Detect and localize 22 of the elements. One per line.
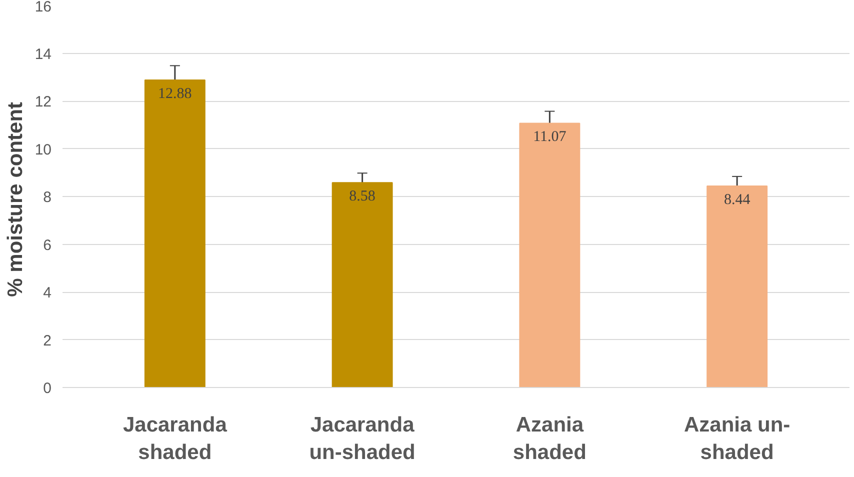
bar: [519, 122, 580, 388]
x-tick-label: Jacaranda shaded: [122, 414, 228, 464]
x-tick-label: Azania un-shaded: [684, 414, 790, 464]
y-tick-label: 2: [43, 332, 52, 350]
x-tick-label: Azania shaded: [512, 414, 586, 464]
y-axis-title: % moisture content: [4, 102, 27, 297]
y-tick-label: 8: [43, 189, 52, 206]
data-label: 8.44: [724, 192, 751, 208]
x-tick-label: Jacaranda un-shaded: [309, 414, 416, 464]
y-tick-label: 12: [34, 94, 52, 110]
data-label: 8.58: [349, 188, 376, 205]
bar: [706, 185, 768, 388]
y-tick-label: 14: [34, 46, 52, 63]
bar: [144, 79, 206, 388]
data-label: 11.07: [533, 129, 567, 146]
y-tick-label: 4: [43, 284, 52, 302]
data-label: 12.88: [158, 86, 192, 102]
y-tick-label: 6: [43, 236, 52, 254]
y-tick-label: 10: [34, 141, 52, 158]
y-tick-label: 16: [34, 0, 52, 16]
bar: [332, 182, 393, 388]
y-tick-label: 0: [43, 380, 52, 397]
